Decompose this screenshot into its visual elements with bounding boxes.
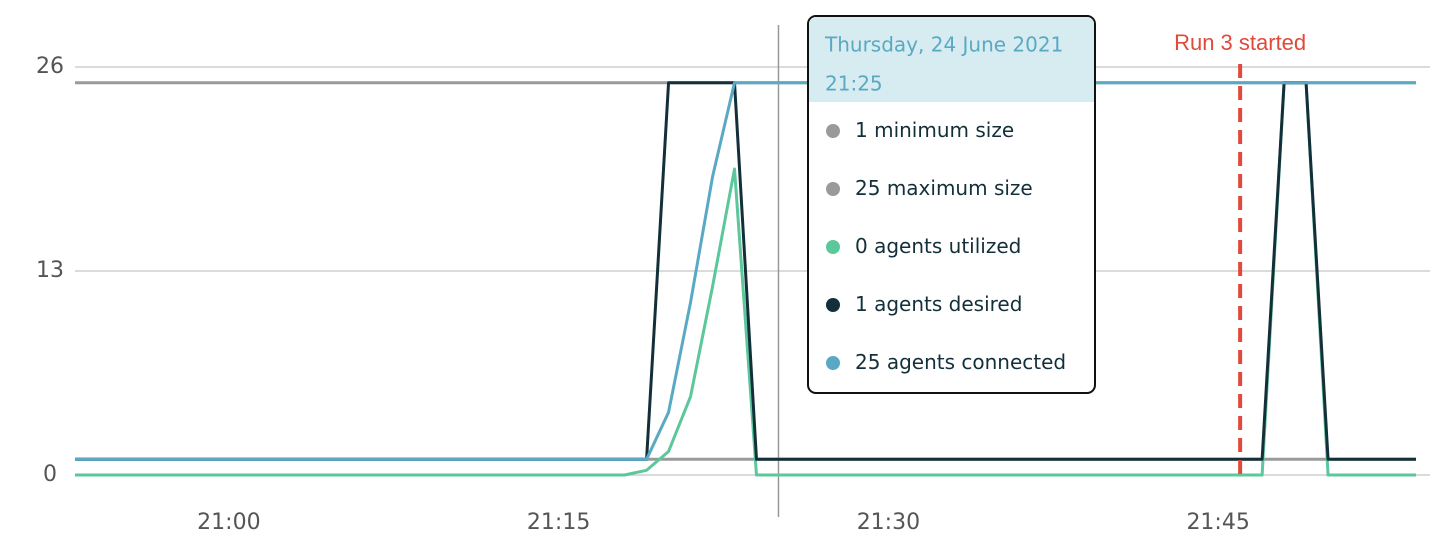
tooltip-time: 21:25: [825, 72, 883, 96]
tooltip-value: 1: [855, 118, 868, 142]
x-tick-label: 21:15: [527, 510, 590, 535]
tooltip-item: 25 maximum size: [855, 176, 1033, 200]
y-tick-label: 13: [36, 258, 64, 283]
tooltip-item: 25 agents connected: [855, 350, 1066, 374]
tooltip-name: agents connected: [887, 350, 1066, 374]
x-tick-label: 21:45: [1186, 510, 1249, 535]
tooltip-value: 1: [855, 292, 868, 316]
tooltip-dot: [826, 124, 840, 138]
tooltip-header: [809, 17, 1094, 102]
tooltip-name: maximum size: [887, 176, 1033, 200]
tooltip-dot: [826, 298, 840, 312]
tooltip-item: 0 agents utilized: [855, 234, 1021, 258]
series-line: [75, 81, 1416, 461]
tooltip-dot: [826, 356, 840, 370]
tooltip: Thursday, 24 June 2021 21:25 1 minimum siz…: [807, 15, 1096, 394]
tooltip-name: agents desired: [874, 292, 1022, 316]
y-tick-label: 26: [36, 54, 64, 79]
annotation-label: Run 3 started: [1174, 30, 1306, 55]
x-tick-label: 21:30: [857, 510, 920, 535]
tooltip-dot: [826, 240, 840, 254]
y-tick-label: 0: [43, 462, 57, 487]
tooltip-value: 25: [855, 350, 880, 374]
tooltip-dot: [826, 182, 840, 196]
tooltip-item: 1 agents desired: [855, 292, 1022, 316]
tooltip-name: agents utilized: [874, 234, 1021, 258]
tooltip-item: 1 minimum size: [855, 118, 1014, 142]
tooltip-value: 0: [855, 234, 868, 258]
tooltip-name: minimum size: [874, 118, 1014, 142]
tooltip-box: [807, 15, 1096, 394]
tooltip-date: Thursday, 24 June 2021: [824, 33, 1063, 57]
tooltip-value: 25: [855, 176, 880, 200]
x-tick-label: 21:00: [197, 510, 260, 535]
